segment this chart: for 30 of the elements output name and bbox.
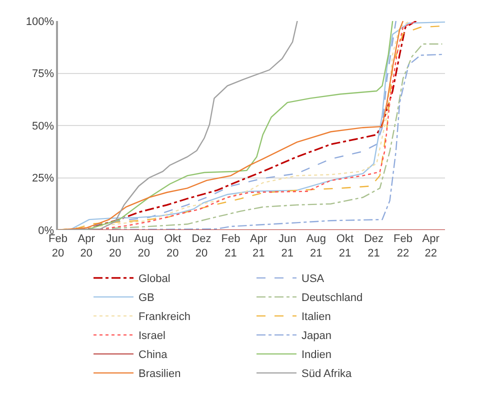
x-tick-label: Dez 20 (192, 233, 212, 260)
y-tick-label: 50% (32, 120, 54, 132)
y-tick-label: 25% (32, 172, 54, 185)
y-tick-label: 75% (32, 68, 54, 80)
x-tick-label: Apr 22 (422, 233, 440, 260)
legend-label: USA (302, 273, 325, 286)
x-tick-label: Okt 20 (164, 233, 182, 260)
x-tick-label: Feb 20 (48, 233, 68, 260)
x-tick-label: Jun 21 (278, 233, 296, 260)
legend-label: Global (138, 273, 170, 286)
x-tick-label: Apr 20 (78, 233, 96, 260)
x-tick-label: Aug 20 (134, 233, 154, 260)
x-tick-label: Aug 21 (306, 233, 326, 260)
legend-label: Süd Afrika (302, 368, 353, 380)
legend-label: Israel (138, 330, 166, 342)
y-tick-label: 100% (26, 16, 54, 28)
legend-label: Brasilien (138, 368, 181, 380)
x-tick-label: Okt 21 (336, 233, 354, 260)
legend-label: Japan (302, 330, 332, 342)
x-tick-label: Apr 21 (250, 233, 268, 260)
legend-label: China (138, 349, 168, 362)
legend-label: Frankreich (138, 311, 190, 324)
legend-label: Indien (302, 349, 332, 362)
x-tick-label: Feb 22 (394, 233, 412, 260)
x-tick-label: Dez 21 (364, 233, 384, 260)
x-tick-label: Feb 21 (221, 233, 240, 260)
legend-label: Italien (302, 311, 331, 324)
legend-label: GB (138, 292, 154, 304)
x-tick-label: Jun 20 (106, 233, 124, 260)
legend-label: Deutschland (302, 292, 363, 304)
